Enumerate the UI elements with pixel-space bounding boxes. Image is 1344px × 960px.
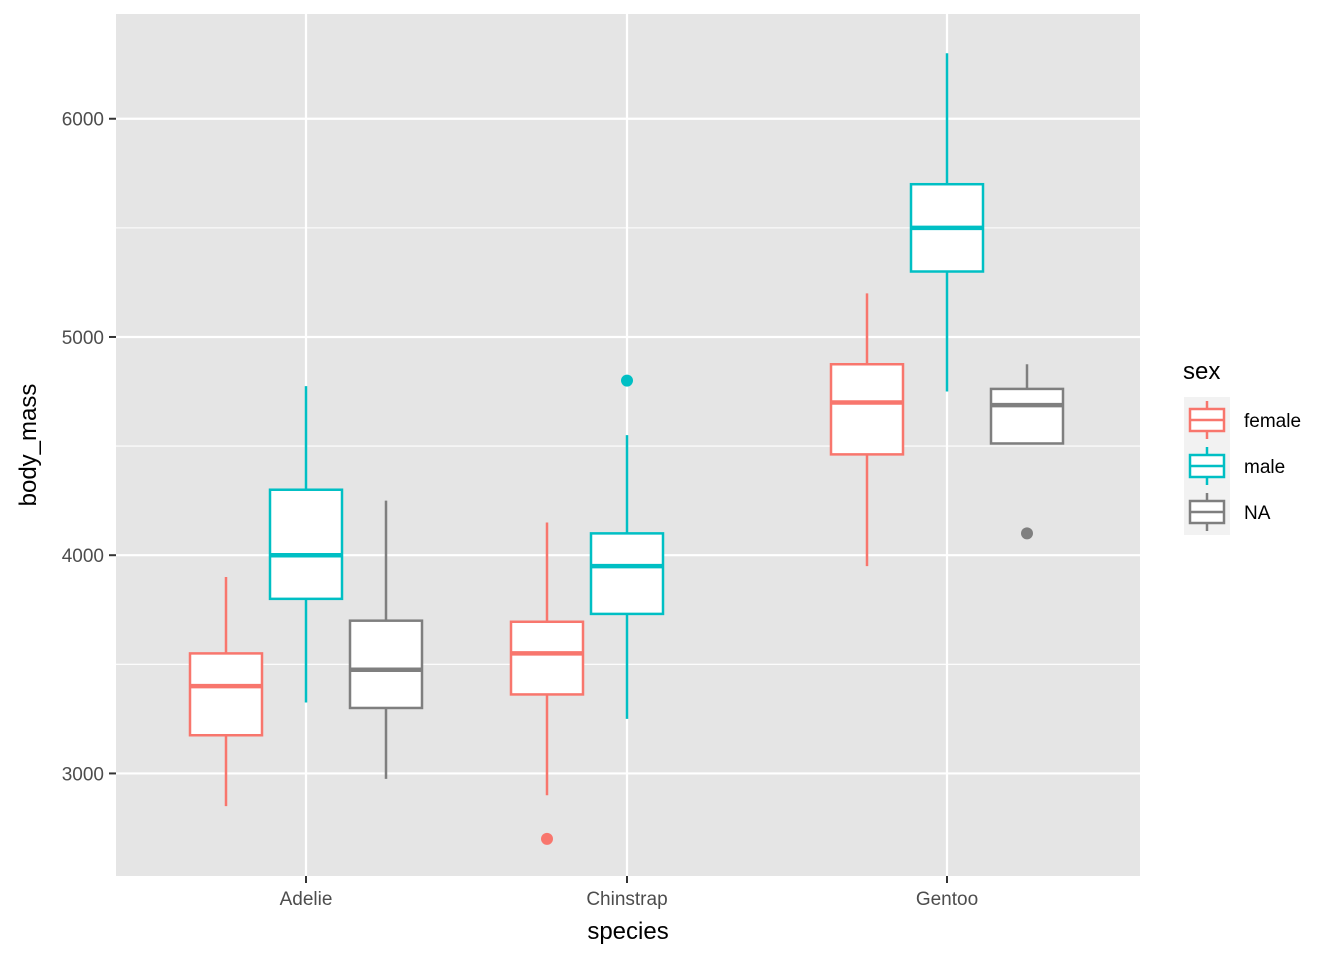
x-tick-label: Gentoo (916, 889, 978, 910)
legend: sex female male NA (1183, 358, 1301, 535)
legend-label: female (1244, 411, 1301, 432)
box-rect (989, 387, 1065, 445)
outlier-point (1021, 527, 1033, 540)
outlier-point (541, 832, 553, 845)
box-female-gentoo (829, 293, 905, 567)
box-male-adelie (268, 386, 344, 703)
legend-item-NA: NA (1184, 489, 1271, 535)
y-axis: 3000 4000 5000 6000 (62, 110, 116, 785)
box-layer (188, 53, 1065, 845)
x-tick-label: Chinstrap (586, 889, 667, 910)
legend-item-male: male (1184, 443, 1285, 489)
outlier-point (621, 374, 633, 387)
x-tick-label: Adelie (280, 889, 333, 910)
box-male-gentoo (909, 53, 985, 392)
box-rect (509, 620, 585, 696)
y-axis-title: body_mass (15, 384, 42, 507)
box-rect (188, 652, 264, 737)
box-female-adelie (188, 577, 264, 807)
legend-label: NA (1244, 503, 1271, 524)
y-tick-label: 6000 (62, 110, 104, 131)
box-rect (829, 363, 905, 456)
box-female-chinstrap (509, 522, 585, 845)
y-tick-label: 3000 (62, 764, 104, 785)
box-rect (348, 619, 424, 710)
y-tick-label: 4000 (62, 546, 104, 567)
legend-item-female: female (1184, 397, 1301, 443)
box-rect (589, 532, 665, 616)
legend-keys: female male NA (1184, 397, 1301, 535)
box-NA-gentoo (989, 364, 1065, 540)
x-axis: Adelie Chinstrap Gentoo (280, 876, 978, 910)
legend-label: male (1244, 457, 1285, 478)
major-gridlines (116, 14, 1140, 876)
legend-title: sex (1183, 358, 1220, 385)
x-axis-title: species (587, 918, 668, 945)
box-male-chinstrap (589, 374, 665, 719)
y-tick-label: 5000 (62, 328, 104, 349)
box-rect (268, 488, 344, 601)
box-NA-adelie (348, 500, 424, 779)
